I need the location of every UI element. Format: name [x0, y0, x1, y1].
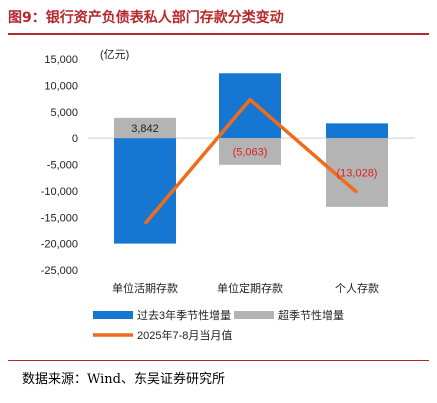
title-rule — [8, 33, 429, 35]
chart: (亿元) 15,000 10,000 5,000 0 -5,000 -10,000 -15,0… — [41, 48, 415, 342]
bar-excess-2 — [219, 138, 281, 165]
y-tick-label: 0 — [72, 133, 78, 145]
category-label: 单位活期存款 — [112, 281, 178, 295]
bar-seasonal-3 — [326, 123, 388, 139]
y-tick-label: -20,000 — [41, 239, 78, 251]
bar-seasonal-2 — [219, 73, 281, 139]
y-tick-label: 10,000 — [44, 80, 78, 92]
legend-swatch-excess — [234, 311, 274, 319]
y-tick-label: 15,000 — [44, 54, 78, 66]
unit-label: (亿元) — [100, 48, 129, 61]
y-tick-label: -15,000 — [41, 212, 78, 224]
legend-swatch-seasonal — [93, 311, 133, 319]
y-tick-label: -5,000 — [47, 160, 78, 172]
data-label: (13,028) — [337, 167, 378, 179]
category-label: 单位定期存款 — [217, 281, 283, 295]
legend-label-line: 2025年7-8月当月值 — [137, 328, 232, 342]
figure-title: 图9：银行资产负债表私人部门存款分类变动 — [8, 10, 284, 26]
source-note: 数据来源：Wind、东吴证券研究所 — [22, 372, 225, 387]
data-label: 3,842 — [131, 123, 159, 135]
legend-label-seasonal: 过去3年季节性增量 — [137, 308, 231, 322]
y-tick-label: -10,000 — [41, 186, 78, 198]
category-label: 个人存款 — [335, 281, 379, 295]
footer-rule — [8, 360, 429, 361]
y-tick-label: -25,000 — [41, 265, 78, 277]
data-label: (5,063) — [233, 146, 268, 158]
legend-label-excess: 超季节性增量 — [278, 308, 344, 322]
y-tick-label: 5,000 — [50, 107, 78, 119]
bar-seasonal-1 — [114, 138, 176, 244]
bar-excess-1 — [114, 117, 176, 139]
